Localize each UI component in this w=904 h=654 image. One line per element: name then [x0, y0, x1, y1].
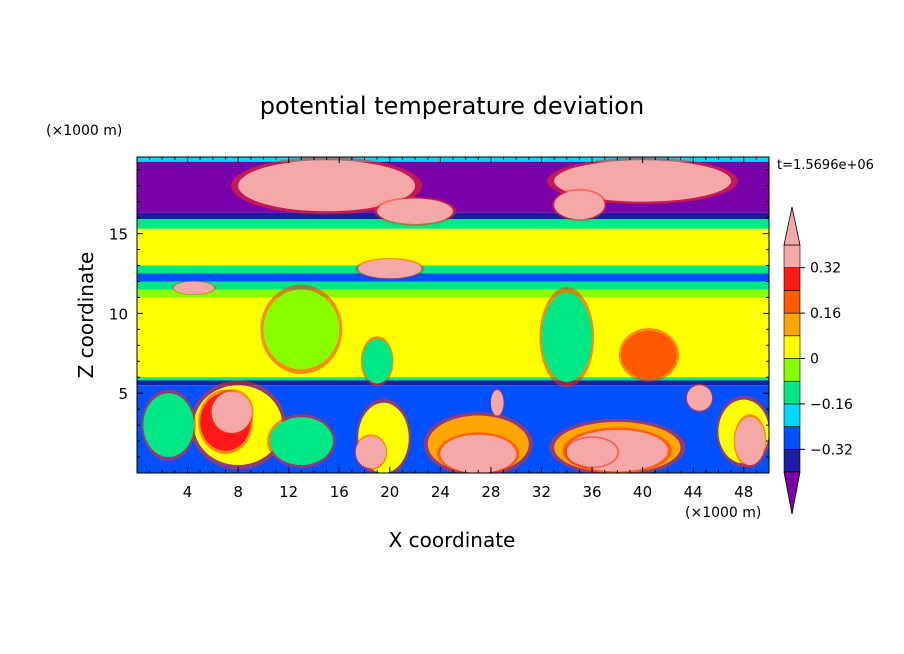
contour-band — [137, 377, 769, 381]
contour-feature — [566, 437, 618, 467]
x-tick-label: 24 — [431, 483, 450, 501]
colorbar-segment — [783, 267, 801, 291]
x-tick-label: 44 — [684, 483, 703, 501]
y-tick-label: 5 — [118, 385, 128, 403]
colorbar-segment — [783, 290, 801, 314]
contour-feature — [361, 338, 393, 384]
colorbar-segment — [783, 426, 801, 450]
contour-band — [137, 380, 769, 386]
contour-feature — [211, 391, 253, 434]
y-tick-label: 15 — [109, 226, 128, 244]
colorbar-segment — [783, 448, 801, 473]
contour-feature — [269, 417, 333, 466]
colorbar: 0.32 0.16 0 −0.16 −0.32 — [783, 206, 853, 515]
x-tick-label: 40 — [633, 483, 652, 501]
x-unit-label: (×1000 m) — [685, 505, 761, 521]
x-tick-label: 48 — [734, 483, 753, 501]
contour-feature — [541, 292, 593, 383]
colorbar-tick-label: −0.16 — [810, 397, 853, 413]
x-tick-label: 4 — [183, 483, 193, 501]
x-tick-label: 12 — [279, 483, 298, 501]
contour-feature — [377, 198, 453, 225]
contour-feature — [554, 190, 605, 220]
colorbar-tick-label: 0 — [810, 352, 819, 368]
contour-feature — [238, 160, 416, 212]
x-axis-label: X coordinate — [389, 528, 516, 552]
x-tick-label: 36 — [582, 483, 601, 501]
contour-feature — [143, 393, 194, 458]
x-tick-label: 32 — [532, 483, 551, 501]
plot-area — [137, 157, 769, 473]
colorbar-segment — [783, 312, 801, 337]
contour-feature — [358, 259, 422, 279]
x-tick-label: 28 — [481, 483, 500, 501]
colorbar-segment — [783, 358, 801, 382]
contour-band — [137, 289, 769, 298]
colorbar-under-triangle — [783, 471, 801, 515]
y-tick-label: 10 — [109, 305, 128, 323]
x-tick-label: 16 — [330, 483, 349, 501]
contour-feature — [686, 385, 713, 411]
y-axis-ticks: 5 10 15 — [109, 169, 769, 458]
contour-feature — [554, 160, 732, 202]
contour-feature — [355, 436, 387, 469]
x-tick-label: 8 — [233, 483, 243, 501]
y-axis-label: Z coordinate — [74, 252, 98, 379]
contour-band — [137, 281, 769, 290]
contour-feature — [621, 330, 677, 379]
contour-band — [137, 219, 769, 229]
y-unit-label: (×1000 m) — [46, 123, 122, 139]
contour-band — [137, 228, 769, 266]
colorbar-tick-label: 0.16 — [810, 306, 841, 322]
colorbar-segment — [783, 403, 801, 427]
contour-feature — [490, 390, 504, 416]
x-axis-ticks: 4 8 12 16 20 24 28 32 36 40 44 48 — [149, 157, 757, 501]
contour-band — [137, 273, 769, 282]
colorbar-over-triangle — [783, 206, 801, 246]
contour-features — [141, 157, 769, 473]
contour-feature — [440, 434, 517, 473]
x-tick-label: 20 — [380, 483, 399, 501]
colorbar-tick-label: −0.32 — [810, 442, 853, 458]
contour-band — [137, 265, 769, 274]
time-label: t=1.5696e+06 — [777, 158, 874, 173]
contour-feature — [734, 417, 766, 466]
contour-feature — [263, 289, 340, 370]
contour-feature — [173, 281, 215, 295]
colorbar-segment — [783, 380, 801, 405]
chart-title: potential temperature deviation — [260, 92, 644, 120]
colorbar-tick-label: 0.32 — [810, 261, 841, 277]
colorbar-segment — [783, 335, 801, 359]
colorbar-segment — [783, 244, 801, 269]
